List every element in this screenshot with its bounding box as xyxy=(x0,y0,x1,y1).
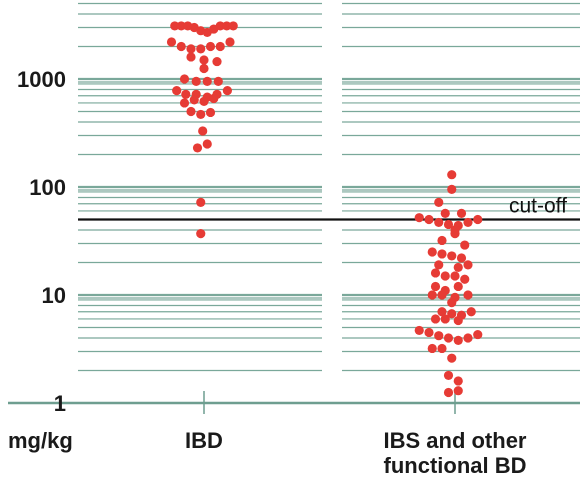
data-point-ibd xyxy=(172,86,182,96)
y-tick-label: 1000 xyxy=(17,67,66,92)
data-point-ibs xyxy=(450,229,460,239)
data-point-ibs xyxy=(453,335,463,345)
data-point-ibs xyxy=(437,235,447,246)
data-point-ibd xyxy=(191,76,201,87)
category-label-ibd: IBD xyxy=(185,428,223,453)
data-point-ibd xyxy=(198,126,208,136)
unit-label: mg/kg xyxy=(8,428,73,453)
data-point-ibs xyxy=(447,251,457,261)
data-point-ibs xyxy=(430,281,441,292)
data-point-ibd xyxy=(186,106,196,117)
data-point-ibs xyxy=(473,214,483,225)
data-point-ibs xyxy=(456,253,467,263)
grid-layer xyxy=(78,2,580,372)
data-point-ibs xyxy=(447,170,457,180)
data-point-ibd xyxy=(222,21,232,31)
data-point-ibs xyxy=(440,271,450,281)
data-point-ibs xyxy=(447,353,457,363)
data-point-ibd xyxy=(225,37,235,47)
data-point-ibs xyxy=(427,247,437,257)
data-point-ibs xyxy=(463,290,473,300)
data-point-ibs xyxy=(453,376,463,386)
data-point-ibd xyxy=(196,44,206,54)
data-point-ibs xyxy=(430,314,441,324)
data-point-ibs xyxy=(443,370,454,381)
data-point-ibs xyxy=(427,343,437,354)
data-point-ibs xyxy=(447,298,457,308)
data-point-ibd xyxy=(212,56,222,67)
data-point-ibd xyxy=(202,139,212,149)
data-point-ibd xyxy=(228,21,238,31)
data-point-ibd xyxy=(179,74,190,84)
data-point-ibs xyxy=(414,325,424,336)
data-point-ibs xyxy=(447,184,457,195)
data-point-ibd xyxy=(199,96,209,107)
data-point-ibd xyxy=(215,21,225,31)
data-point-ibs xyxy=(453,315,463,326)
data-point-ibd xyxy=(181,89,191,100)
data-point-ibs xyxy=(437,307,447,317)
data-point-ibs xyxy=(473,329,483,340)
data-point-ibs xyxy=(434,197,444,208)
data-point-ibs xyxy=(434,260,444,270)
data-point-ibd xyxy=(196,197,206,208)
data-point-ibs xyxy=(437,249,447,259)
data-point-ibs xyxy=(437,343,447,354)
data-point-ibs xyxy=(434,217,444,228)
data-point-ibs xyxy=(434,331,444,341)
data-point-ibs xyxy=(447,309,457,319)
data-point-ibd xyxy=(215,41,225,52)
data-point-ibd xyxy=(192,143,203,153)
data-point-ibs xyxy=(427,290,437,300)
data-point-ibd xyxy=(213,76,223,87)
data-point-ibd xyxy=(186,52,196,62)
data-point-ibs xyxy=(463,333,473,343)
data-point-ibd xyxy=(199,55,209,65)
data-point-ibs xyxy=(450,271,460,281)
y-tick-label: 1 xyxy=(54,391,66,416)
data-point-ibs xyxy=(453,262,463,273)
category-label-ibs: IBS and other functional BD xyxy=(383,428,526,477)
data-point-ibs xyxy=(443,219,454,230)
data-point-ibs xyxy=(463,217,473,228)
data-point-ibs xyxy=(424,214,434,225)
data-point-ibd xyxy=(170,21,180,31)
data-point-ibs xyxy=(440,314,450,324)
data-point-ibd xyxy=(205,107,216,118)
data-point-ibs xyxy=(463,260,473,270)
data-point-ibs xyxy=(440,208,450,218)
data-point-ibd xyxy=(186,44,196,54)
data-point-ibd xyxy=(196,109,206,120)
data-point-ibs xyxy=(414,213,424,223)
data-point-ibs xyxy=(453,281,463,292)
data-point-ibs xyxy=(453,386,463,396)
data-point-ibs xyxy=(424,327,434,338)
data-point-ibs xyxy=(430,268,441,278)
data-point-ibd xyxy=(179,98,190,108)
data-point-ibd xyxy=(205,41,216,52)
data-point-ibs xyxy=(466,307,476,317)
data-point-ibs xyxy=(460,240,470,250)
data-point-ibd xyxy=(209,93,219,104)
data-point-ibd xyxy=(202,76,212,87)
data-point-ibs xyxy=(443,387,454,398)
data-point-ibd xyxy=(222,86,232,96)
y-tick-labels: 1 10 100 1000 xyxy=(17,67,66,416)
data-point-ibd xyxy=(189,95,199,105)
y-tick-label: 100 xyxy=(29,175,66,200)
y-tick-label: 10 xyxy=(42,283,66,308)
data-point-ibs xyxy=(443,333,454,343)
data-point-ibd xyxy=(166,37,177,47)
data-point-ibd xyxy=(176,41,186,52)
data-point-ibd xyxy=(199,63,209,74)
data-point-ibd xyxy=(196,229,206,239)
cutoff-label: cut-off xyxy=(509,195,567,218)
data-point-ibs xyxy=(456,208,467,218)
data-point-ibd xyxy=(176,21,186,31)
points-layer xyxy=(166,21,483,398)
data-point-ibs xyxy=(437,290,447,300)
data-point-ibs xyxy=(460,274,470,284)
x-tick-layer xyxy=(203,391,456,414)
